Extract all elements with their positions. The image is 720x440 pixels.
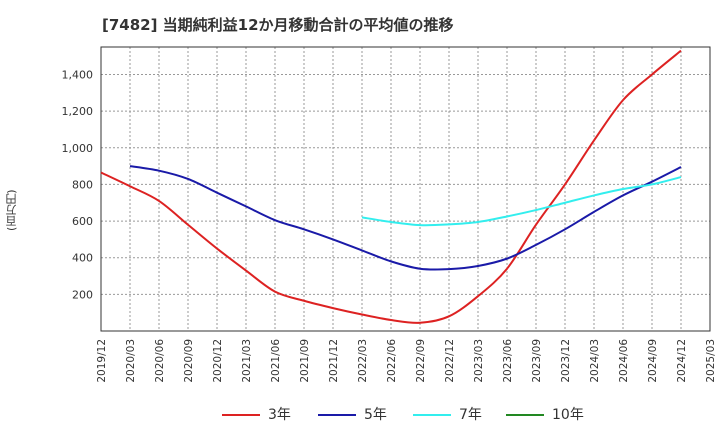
x-tick-label: 2024/12 [676,339,688,383]
y-tick-label: 600 [72,215,93,228]
y-tick-label: 1,000 [62,142,94,155]
legend-label-5y: 5年 [364,407,387,423]
x-tick-label: 2025/03 [705,339,717,383]
x-tick-label: 2021/09 [299,339,311,383]
x-tick-labels: 2019/12 2020/03 2020/06 2020/09 2020/12 2021/… [96,339,717,383]
x-tick-label: 2024/09 [647,339,659,383]
y-tick-label: 200 [72,288,93,301]
series-line-1 [129,165,682,271]
plot-frame [100,46,711,332]
y-tick-label: 800 [72,178,93,191]
series-lines [100,49,682,324]
chart-title: [7482] 当期純利益12か月移動合計の平均値の推移 [102,16,454,34]
legend-swatch-5y [318,414,356,416]
y-tick-labels: 200 400 600 800 1,000 1,200 1,400 [62,68,94,301]
x-tick-label: 2024/06 [618,339,630,383]
x-tick-label: 2022/09 [415,339,427,383]
x-tick-label: 2023/12 [560,339,572,383]
axes [100,46,711,332]
x-tick-label: 2020/03 [125,339,137,383]
series-line-0 [100,49,682,324]
x-tick-label: 2022/03 [357,339,369,383]
x-tick-label: 2023/03 [473,339,485,383]
legend-label-7y: 7年 [459,407,482,423]
x-tick-label: 2023/06 [502,339,514,383]
x-tick-label: 2020/12 [212,339,224,383]
y-axis-label: (百万円) [5,189,18,231]
x-tick-label: 2022/06 [386,339,398,383]
y-tick-label: 1,400 [62,68,94,81]
legend-swatch-7y [413,414,451,416]
legend-swatch-3y [222,414,260,416]
y-tick-label: 400 [72,252,93,265]
legend-label-10y: 10年 [552,407,584,423]
x-tick-label: 2021/12 [328,339,340,383]
x-tick-label: 2023/09 [531,339,543,383]
legend: 3年 5年 7年 10年 [0,404,720,428]
y-tick-label: 1,200 [62,105,94,118]
x-tick-label: 2021/03 [241,339,253,383]
x-tick-label: 2022/12 [444,339,456,383]
series-line-2 [361,176,682,227]
x-tick-label: 2019/12 [96,339,108,383]
x-tick-label: 2020/06 [154,339,166,383]
x-tick-label: 2020/09 [183,339,195,383]
legend-label-3y: 3年 [268,407,291,423]
x-tick-label: 2024/03 [589,339,601,383]
legend-swatch-10y [506,414,544,416]
x-tick-label: 2021/06 [270,339,282,383]
